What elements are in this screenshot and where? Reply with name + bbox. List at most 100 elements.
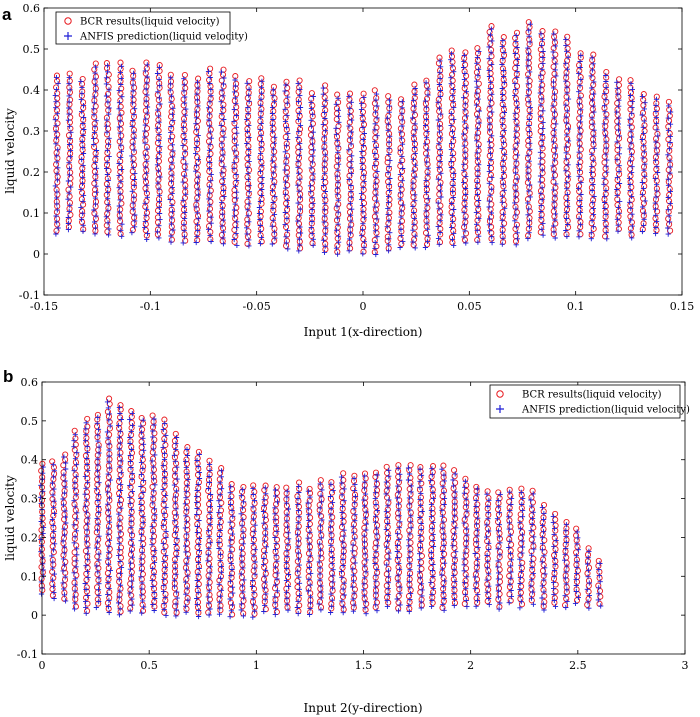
bcr-point <box>322 208 329 215</box>
anfis-point <box>144 158 150 164</box>
anfis-point <box>398 214 404 220</box>
anfis-point <box>130 141 136 147</box>
anfis-point <box>295 158 301 164</box>
anfis-point <box>103 75 110 81</box>
anfis-point <box>285 246 291 252</box>
anfis-point <box>234 242 240 248</box>
bcr-point <box>219 195 226 202</box>
bcr-point <box>334 157 341 164</box>
anfis-point <box>411 97 417 103</box>
bcr-point <box>130 101 137 108</box>
anfis-point <box>269 241 275 247</box>
anfis-point <box>208 172 214 178</box>
anfis-point <box>423 104 429 110</box>
anfis-point <box>53 129 59 135</box>
anfis-point <box>194 222 200 228</box>
anfis-point <box>106 226 112 232</box>
anfis-point <box>66 93 72 99</box>
anfis-point <box>118 81 124 88</box>
anfis-point <box>232 136 238 142</box>
anfis-point <box>78 97 84 103</box>
anfis-point <box>410 115 416 121</box>
anfis-point <box>105 69 111 75</box>
anfis-point <box>284 216 290 222</box>
anfis-point <box>132 218 138 224</box>
anfis-point <box>195 103 201 109</box>
anfis-point <box>208 93 214 99</box>
anfis-point <box>308 117 314 123</box>
anfis-point <box>142 176 148 182</box>
anfis-point <box>297 140 303 146</box>
anfis-point <box>194 210 200 216</box>
anfis-point <box>66 111 72 117</box>
anfis-point <box>54 201 60 207</box>
anfis-point <box>257 216 263 223</box>
anfis-point <box>170 105 176 111</box>
bcr-point <box>194 146 201 153</box>
anfis-point <box>91 100 97 106</box>
anfis-point <box>180 179 186 185</box>
anfis-point <box>103 81 109 87</box>
anfis-point <box>270 205 276 211</box>
anfis-point <box>168 239 174 245</box>
anfis-point <box>322 195 328 201</box>
anfis-point <box>194 162 200 168</box>
anfis-point <box>144 182 150 188</box>
anfis-point <box>310 93 316 100</box>
anfis-point <box>257 168 264 174</box>
anfis-point <box>79 85 85 91</box>
anfis-point <box>130 165 136 171</box>
anfis-point <box>208 135 214 141</box>
anfis-point <box>106 153 112 159</box>
anfis-point <box>296 152 302 158</box>
anfis-point <box>142 128 148 134</box>
anfis-point <box>373 180 379 186</box>
anfis-point <box>425 86 431 92</box>
anfis-point <box>157 210 163 217</box>
anfis-point <box>336 119 342 125</box>
anfis-point <box>180 155 187 161</box>
anfis-point <box>168 81 174 87</box>
anfis-point <box>66 105 72 111</box>
anfis-point <box>79 138 85 145</box>
anfis-point <box>232 201 238 207</box>
anfis-point <box>348 188 354 194</box>
bcr-point <box>308 90 315 97</box>
anfis-point <box>207 232 213 238</box>
anfis-point <box>360 221 366 227</box>
anfis-point <box>385 121 391 127</box>
anfis-point <box>270 87 276 93</box>
anfis-point <box>246 134 252 141</box>
anfis-point <box>398 226 404 232</box>
anfis-point <box>411 215 417 221</box>
anfis-point <box>386 194 392 200</box>
anfis-point <box>320 122 326 128</box>
anfis-point <box>246 159 252 165</box>
anfis-point <box>271 182 277 188</box>
bcr-point <box>398 218 406 225</box>
anfis-point <box>334 227 340 233</box>
anfis-point <box>321 249 328 255</box>
anfis-point <box>322 158 328 164</box>
anfis-point <box>132 106 138 112</box>
anfis-point <box>335 143 341 149</box>
anfis-point <box>195 216 201 222</box>
anfis-point <box>269 223 275 229</box>
anfis-point <box>296 188 302 194</box>
anfis-point <box>349 153 355 159</box>
anfis-point <box>92 159 98 165</box>
anfis-point <box>246 219 252 225</box>
panel-a-chart: a -0.15 -0.1 -0.05 0 0.05 0.1 0.15-0.100.10.20… <box>2 2 694 339</box>
anfis-point <box>181 222 187 228</box>
anfis-point <box>116 173 122 179</box>
anfis-point <box>208 178 214 184</box>
anfis-point <box>181 76 187 82</box>
bcr-point <box>333 217 341 224</box>
anfis-point <box>270 93 276 99</box>
anfis-point <box>167 196 173 203</box>
anfis-point <box>117 118 123 124</box>
anfis-point <box>259 180 265 187</box>
anfis-point <box>220 105 226 111</box>
anfis-point <box>220 182 226 188</box>
anfis-point <box>244 231 250 237</box>
